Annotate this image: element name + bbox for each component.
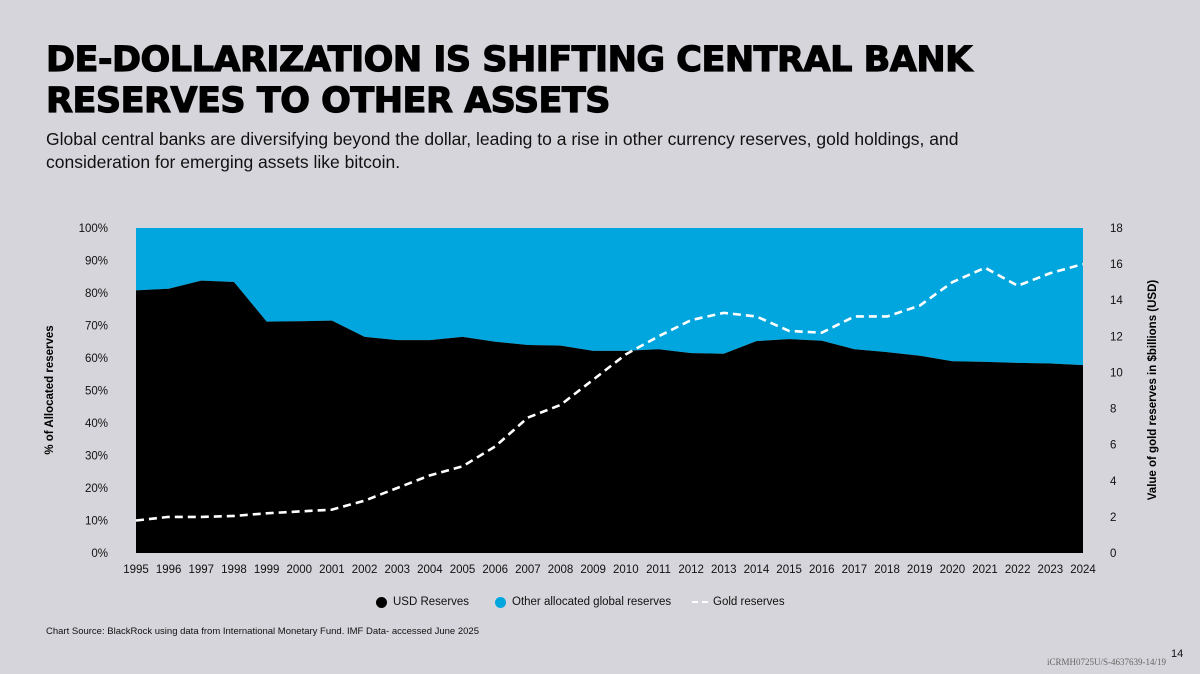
legend-item-other: Other allocated global reserves: [495, 596, 671, 608]
x-tick-label: 2003: [384, 564, 410, 576]
legend-label-other: Other allocated global reserves: [512, 596, 672, 608]
x-tick-label: 2020: [940, 564, 966, 576]
x-tick-label: 2004: [417, 564, 443, 576]
y-right-tick-label: 2: [1110, 512, 1116, 524]
x-tick-label: 2001: [319, 564, 345, 576]
x-tick-label: 2002: [352, 564, 378, 576]
y-left-tick-label: 40%: [85, 418, 108, 430]
page-title: DE-DOLLARIZATION IS SHIFTING CENTRAL BAN…: [45, 39, 972, 121]
y-right-tick-label: 0: [1110, 548, 1116, 560]
x-tick-label: 2016: [809, 564, 835, 576]
series-line-gold-reserves: [135, 262, 1084, 522]
x-tick-label: 2013: [711, 564, 737, 576]
y-left-tick-label: 20%: [85, 483, 108, 495]
legend-swatch-other: [495, 596, 506, 608]
x-tick-label: 2008: [548, 564, 574, 576]
y-left-tick-label: 0%: [91, 548, 108, 560]
legend-swatch-usd: [376, 596, 387, 608]
y-left-tick-label: 80%: [85, 288, 108, 300]
x-tick-label: 2017: [842, 564, 868, 576]
x-tick-label: 2014: [744, 564, 770, 576]
x-tick-label: 2007: [515, 564, 541, 576]
y-left-axis-title: % of Allocated reserves: [44, 325, 56, 454]
document-id: iCRMH0725U/S-4637639-14/19: [1047, 657, 1167, 667]
x-tick-label: 1998: [221, 564, 247, 576]
y-right-tick-label: 18: [1110, 223, 1123, 235]
x-tick-label: 2022: [1005, 564, 1031, 576]
x-tick-label: 2015: [776, 564, 802, 576]
y-right-tick-label: 10: [1110, 367, 1123, 379]
y-left-tick-label: 50%: [85, 386, 108, 398]
y-right-tick-label: 12: [1110, 331, 1123, 343]
page-subtitle: Global central banks are diversifying be…: [46, 129, 959, 172]
legend-swatch-gold: [692, 601, 708, 603]
x-tick-label: 1999: [254, 564, 280, 576]
x-tick-label: 2024: [1070, 564, 1096, 576]
x-tick-label: 1997: [189, 564, 215, 576]
x-tick-label: 2011: [646, 564, 671, 576]
series-area-usd-reserves: [136, 280, 1083, 553]
x-tick-label: 2019: [907, 564, 933, 576]
x-tick-label: 2005: [450, 564, 476, 576]
x-tick-label: 1995: [123, 564, 149, 576]
y-right-axis-title: Value of gold reserves in $billions (USD…: [1147, 280, 1159, 501]
x-tick-label: 1996: [156, 564, 182, 576]
x-tick-label: 2009: [580, 564, 606, 576]
legend-item-usd: USD Reserves: [376, 596, 469, 608]
legend-label-usd: USD Reserves: [393, 596, 470, 608]
x-tick-label: 2018: [874, 564, 900, 576]
chart-legend: USD Reserves Other allocated global rese…: [0, 596, 1200, 614]
chart-source: Chart Source: BlackRock using data from …: [46, 626, 479, 637]
y-left-tick-label: 30%: [85, 451, 108, 463]
y-right-tick-label: 16: [1110, 259, 1123, 271]
y-right-tick-label: 6: [1110, 440, 1116, 452]
x-tick-label: 2010: [613, 564, 639, 576]
y-right-tick-label: 14: [1110, 295, 1123, 307]
legend-label-gold: Gold reserves: [713, 596, 785, 608]
y-left-tick-label: 100%: [79, 223, 108, 235]
page-number: 14: [1171, 648, 1184, 660]
y-right-tick-label: 4: [1110, 476, 1117, 488]
x-tick-label: 2021: [972, 564, 998, 576]
series-area-other-reserves: [136, 228, 1083, 366]
y-left-tick-label: 90%: [85, 256, 108, 268]
x-tick-label: 2000: [286, 564, 312, 576]
x-tick-label: 2012: [678, 564, 704, 576]
x-tick-label: 2006: [482, 564, 508, 576]
legend-item-gold: Gold reserves: [692, 596, 785, 608]
x-tick-label: 2023: [1038, 564, 1064, 576]
y-left-tick-label: 60%: [85, 353, 108, 365]
y-left-tick-label: 70%: [85, 321, 108, 333]
y-left-tick-label: 10%: [85, 516, 108, 528]
y-right-tick-label: 8: [1110, 404, 1116, 416]
